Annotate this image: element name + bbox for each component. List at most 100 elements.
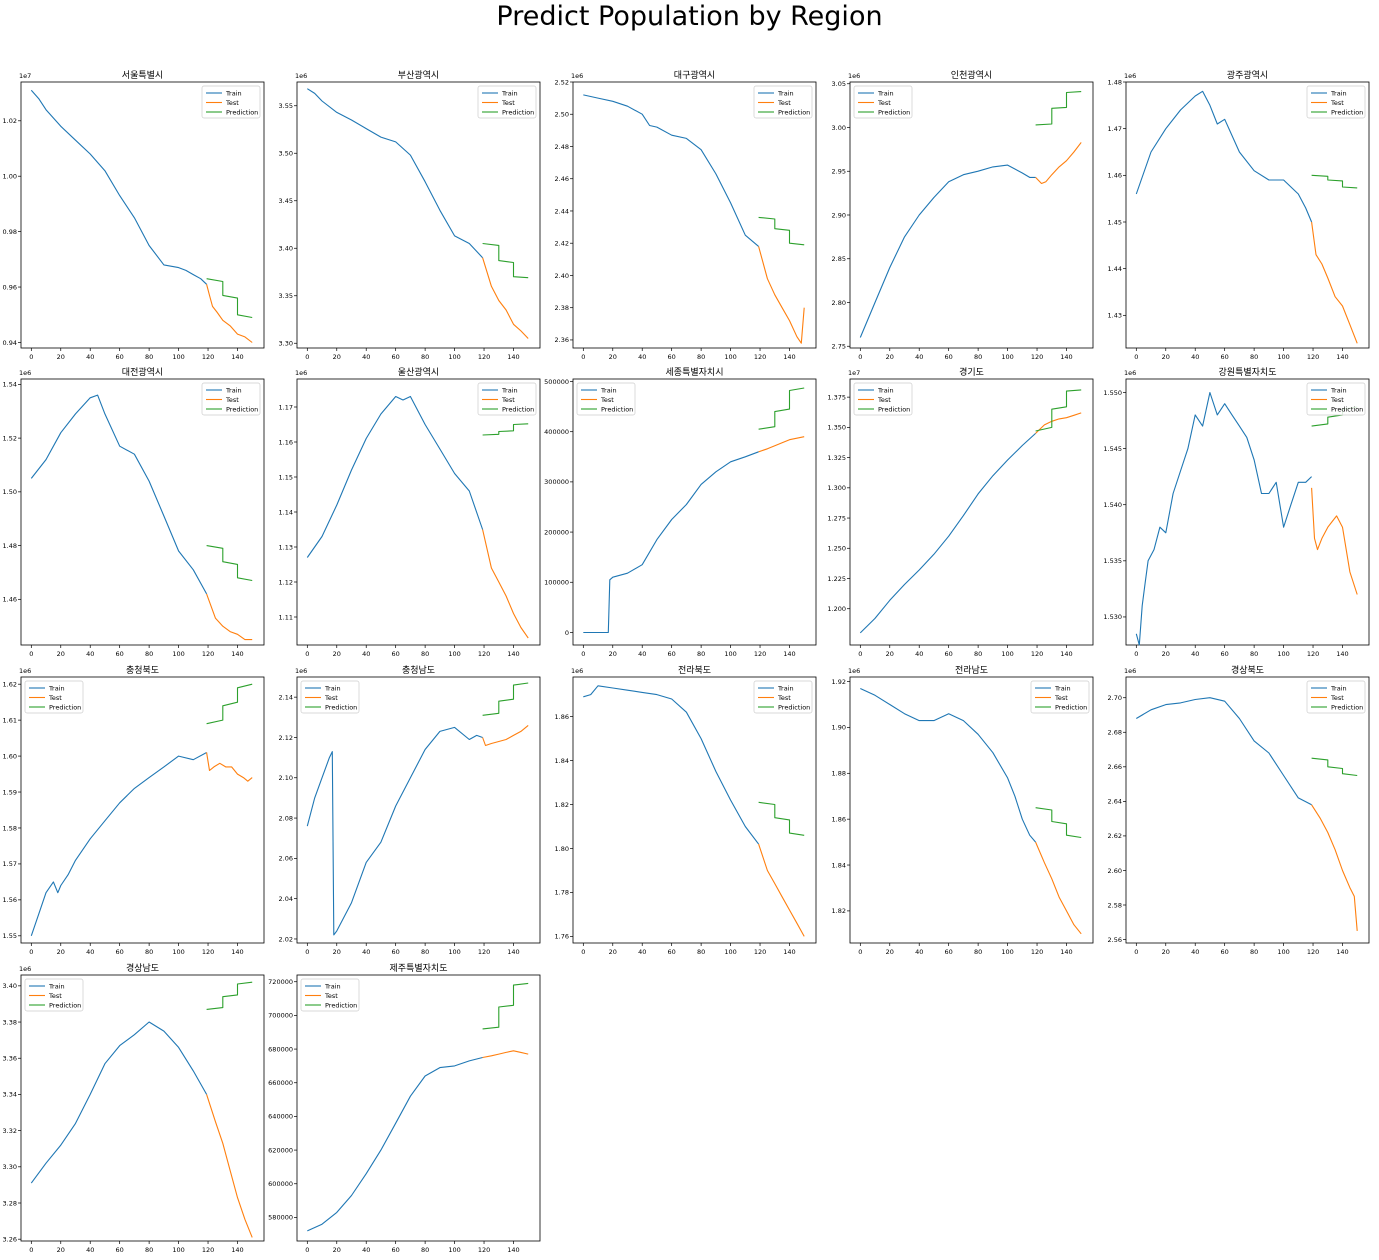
legend-label: Train: [600, 386, 617, 394]
legend-label: Test: [600, 396, 614, 404]
offset-label: 1e6: [848, 667, 860, 675]
offset-label: 1e6: [295, 369, 307, 377]
x-tick-label: 60: [945, 650, 953, 658]
legend-label: Train: [501, 89, 518, 97]
x-tick-label: 60: [116, 650, 124, 658]
x-tick-label: 0: [305, 353, 309, 361]
x-tick-label: 0: [29, 353, 33, 361]
legend-box: [1306, 382, 1366, 416]
legend-label: Prediction: [1331, 108, 1363, 116]
x-tick-label: 40: [638, 948, 646, 956]
y-tick-label: 3.28: [3, 1199, 17, 1207]
offset-label: 1e6: [19, 667, 31, 675]
legend-box: [1030, 680, 1090, 714]
x-tick-label: 120: [1307, 353, 1319, 361]
x-tick-label: 20: [57, 1246, 65, 1254]
y-tick-label: 1.58: [3, 824, 17, 832]
x-tick-label: 140: [231, 948, 243, 956]
x-tick-label: 80: [974, 650, 982, 658]
x-tick-label: 0: [29, 650, 33, 658]
x-tick-label: 140: [1060, 353, 1072, 361]
legend-label: Train: [1054, 684, 1071, 692]
series-line-train: [583, 94, 759, 247]
y-tick-label: 3.36: [3, 1055, 17, 1063]
y-tick-label: 2.50: [555, 111, 569, 119]
x-tick-label: 40: [86, 1246, 94, 1254]
legend-label: Train: [1330, 386, 1347, 394]
y-tick-label: 660000: [268, 1079, 293, 1087]
x-tick-label: 60: [668, 948, 676, 956]
subplot-title: 세종특별자치시: [666, 366, 724, 378]
x-tick-label: 100: [724, 948, 736, 956]
x-tick-label: 0: [581, 948, 585, 956]
series-line-train: [1135, 90, 1313, 223]
y-tick-label: 3.40: [279, 245, 293, 253]
series-line-prediction: [1035, 389, 1082, 432]
y-tick-label: 1.47: [1108, 125, 1122, 133]
y-tick-label: 3.00: [832, 124, 846, 132]
x-tick-label: 40: [1191, 948, 1199, 956]
figure-title: Predict Population by Region: [496, 1, 883, 32]
x-tick-label: 20: [333, 353, 341, 361]
series-line-test: [206, 752, 253, 782]
y-tick-label: 1.350: [827, 424, 846, 432]
y-tick-label: 1.16: [279, 438, 293, 446]
y-tick-label: 2.64: [1108, 798, 1122, 806]
y-tick-label: 3.55: [279, 102, 293, 110]
x-tick-label: 60: [668, 353, 676, 361]
y-tick-label: 1.61: [3, 716, 17, 724]
legend-label: Train: [777, 89, 794, 97]
legend-label: Train: [777, 684, 794, 692]
x-tick-label: 80: [697, 948, 705, 956]
subplot-0: 서울특별시 1e7 0 20 40 60 80 100 120 140 0.94 0.96 0.98 1.…: [3, 70, 265, 361]
y-tick-label: 2.70: [1108, 694, 1122, 702]
x-tick-label: 20: [57, 353, 65, 361]
legend-box: [300, 680, 360, 714]
subplot-5: 대전광역시 1e6 0 20 40 60 80 100 120 140 1.46 1.48 1.50 1.…: [3, 366, 265, 658]
series-line-test: [206, 593, 253, 641]
legend-label: Test: [1330, 99, 1344, 107]
legend-label: Test: [1330, 396, 1344, 404]
x-tick-label: 120: [202, 948, 214, 956]
legend-label: Train: [225, 386, 242, 394]
legend-box: [1306, 680, 1366, 714]
legend-box: [853, 382, 913, 416]
offset-label: 1e7: [19, 72, 31, 80]
x-tick-label: 80: [421, 1246, 429, 1254]
y-tick-label: 1.84: [555, 757, 569, 765]
series-line-test: [482, 1050, 529, 1059]
x-tick-label: 20: [1162, 948, 1170, 956]
series-line-prediction: [206, 545, 253, 582]
x-tick-label: 100: [448, 1246, 460, 1254]
x-tick-label: 80: [1250, 353, 1258, 361]
x-tick-label: 120: [478, 650, 490, 658]
legend-label: Test: [324, 694, 338, 702]
legend-box: [24, 680, 84, 714]
subplot-title: 대구광역시: [674, 69, 715, 81]
x-tick-label: 20: [886, 353, 894, 361]
legend-label: Prediction: [502, 108, 534, 116]
subplot-title: 인천광역시: [951, 69, 992, 81]
offset-label: 1e6: [571, 72, 583, 80]
x-tick-label: 140: [231, 1246, 243, 1254]
offset-label: 1e6: [1124, 667, 1136, 675]
series-line-train: [583, 685, 760, 845]
series-line-prediction: [1311, 757, 1358, 777]
x-tick-label: 80: [421, 353, 429, 361]
x-tick-label: 40: [86, 353, 94, 361]
subplot-title: 경기도: [959, 366, 984, 378]
series-line-train: [30, 1021, 208, 1184]
x-tick-label: 60: [392, 650, 400, 658]
y-tick-label: 400000: [544, 428, 569, 436]
y-tick-label: 1.17: [279, 403, 293, 411]
y-tick-label: 1.48: [3, 542, 17, 550]
legend-label: Test: [48, 992, 62, 1000]
legend-label: Test: [777, 694, 791, 702]
x-tick-label: 100: [172, 1246, 184, 1254]
y-tick-label: 2.02: [279, 935, 293, 943]
x-tick-label: 120: [754, 353, 766, 361]
series-line-train: [1136, 697, 1312, 806]
subplot-title: 충청북도: [126, 665, 159, 676]
